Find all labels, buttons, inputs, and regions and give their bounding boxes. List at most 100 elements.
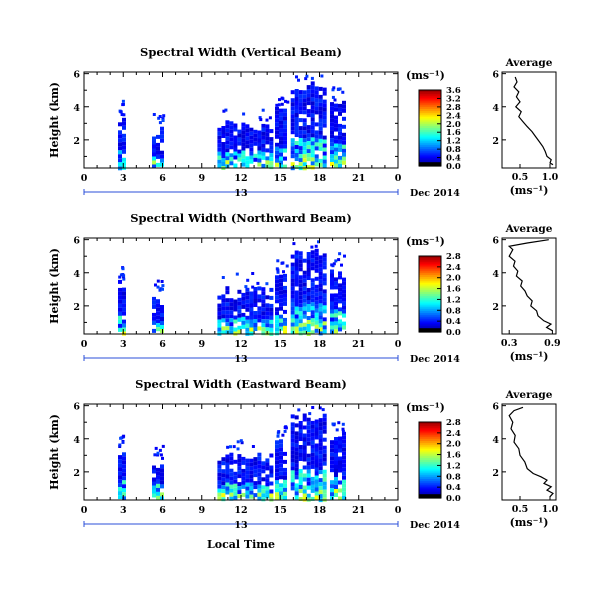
heatmap-cell: [298, 311, 303, 316]
heatmap-cell: [241, 296, 246, 301]
heatmap-cell: [118, 275, 122, 279]
heatmap-cell: [217, 311, 222, 316]
heatmap-cell: [330, 452, 334, 457]
heatmap-cell: [302, 106, 307, 111]
heatmap-cell: [342, 281, 346, 286]
heatmap-cell: [314, 146, 319, 151]
heatmap-cell: [294, 149, 299, 153]
heatmap-cell: [249, 478, 254, 483]
colorbar-segment: [419, 290, 441, 293]
heatmap-cell: [294, 270, 299, 275]
heatmap-cell: [310, 298, 315, 303]
heatmap-cell: [330, 484, 334, 489]
heatmap-cell: [283, 309, 287, 314]
heatmap-cell: [318, 162, 323, 167]
heatmap-cell: [269, 153, 274, 158]
colorbar-segment: [419, 311, 441, 314]
heatmap-cell: [249, 319, 254, 324]
heatmap-cell: [225, 474, 230, 479]
heatmap-cell: [221, 481, 226, 486]
heatmap-cell: [257, 286, 262, 291]
heatmap-cell: [314, 130, 319, 135]
heatmap-cell: [298, 291, 303, 296]
heatmap-cell: [314, 427, 319, 432]
heatmap-cell: [156, 491, 160, 496]
colorbar-segment: [419, 486, 441, 490]
heatmap-cell: [290, 462, 295, 467]
heatmap-cell: [294, 262, 299, 267]
heatmap-cell: [261, 123, 266, 128]
heatmap-cell: [257, 476, 262, 481]
heatmap-cell: [305, 74, 309, 78]
heatmap-cell: [294, 459, 299, 464]
heatmap-cell: [265, 282, 269, 286]
heatmap-cell: [290, 426, 295, 431]
heatmap-cell: [330, 134, 334, 139]
y-tick-label: 2: [73, 136, 80, 147]
heatmap-cell: [122, 303, 126, 308]
heatmap-cell: [302, 258, 307, 263]
heatmap-cell: [241, 472, 246, 477]
heatmap-cell: [318, 271, 323, 276]
heatmap-cell: [294, 423, 299, 428]
heatmap-cell: [318, 146, 323, 151]
heatmap-cell: [330, 448, 334, 453]
heatmap-cell: [306, 256, 311, 260]
heatmap-cell: [221, 318, 226, 323]
profile-x-tick-label: 0.3: [501, 338, 518, 349]
heatmap-cell: [294, 157, 299, 161]
colorbar-frame: [418, 89, 442, 167]
heatmap-cell: [249, 482, 254, 487]
heatmap-cell: [237, 149, 242, 154]
colorbar-segment: [419, 467, 441, 471]
heatmap-cell: [265, 132, 270, 137]
colorbar-segment: [419, 97, 441, 101]
heatmap-cell: [233, 123, 238, 128]
y-tick-label: 6: [73, 236, 80, 247]
heatmap-cell: [298, 299, 303, 304]
heatmap-cell: [152, 320, 156, 325]
heatmap-cell: [310, 278, 315, 283]
heatmap-cell: [245, 128, 250, 133]
heatmap-cell: [229, 137, 234, 142]
heatmap-cell: [334, 147, 338, 152]
heatmap-cell: [261, 139, 266, 144]
heatmap-cell: [152, 140, 156, 145]
heatmap-cell: [283, 136, 287, 141]
heatmap-cell: [154, 446, 158, 450]
heatmap-cell: [290, 430, 295, 435]
colorbar-segment: [419, 307, 441, 310]
heatmap-cell: [283, 325, 287, 330]
heatmap-cell: [314, 138, 319, 143]
heatmap-cell: [156, 487, 160, 492]
heatmap-cell: [330, 285, 334, 290]
heatmap-cell: [318, 138, 323, 143]
heatmap-cell: [233, 155, 238, 160]
heatmap-cell: [294, 322, 299, 327]
heatmap-cell: [290, 114, 295, 119]
heatmap-cell: [275, 323, 279, 328]
heatmap-cell: [318, 323, 323, 328]
heatmap-cell: [322, 123, 327, 128]
heatmap-cell: [241, 146, 246, 151]
heatmap-cell: [279, 487, 283, 492]
heatmap-cell: [122, 299, 126, 304]
heatmap-cell: [156, 471, 160, 476]
colorbar-segment: [419, 309, 441, 312]
colorbar-segment: [419, 263, 441, 267]
heatmap-cell: [322, 485, 327, 490]
colorbar-segment: [419, 295, 441, 299]
heatmap-cell: [253, 493, 258, 498]
heatmap-cell: [310, 121, 315, 126]
colorbar-unit: (ms⁻¹): [406, 401, 445, 414]
heatmap-cell: [160, 309, 164, 313]
heatmap-cell: [302, 465, 307, 470]
heatmap-cell: [334, 127, 338, 132]
colorbar-segment: [419, 294, 441, 297]
heatmap-cell: [298, 255, 303, 260]
colorbar-segment: [419, 101, 441, 104]
profile-x-tick-label: 0.9: [544, 338, 561, 349]
heatmap-cell: [306, 157, 311, 162]
heatmap-cell: [161, 287, 164, 291]
heatmap-cell: [265, 327, 270, 332]
